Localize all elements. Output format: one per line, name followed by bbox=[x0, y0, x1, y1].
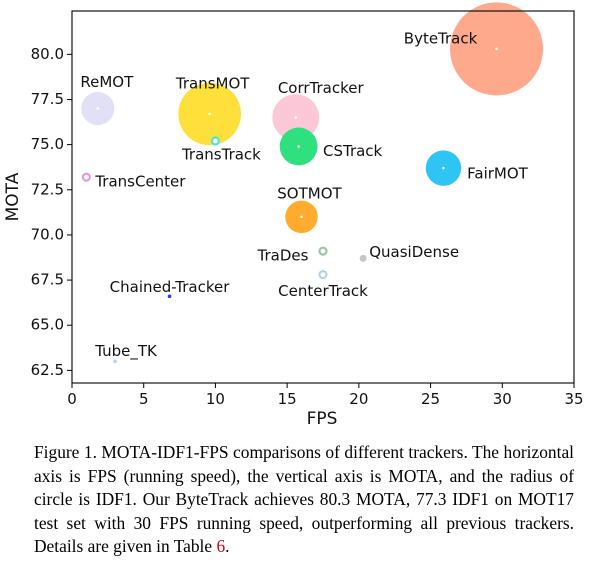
point-corrtracker: CorrTracker bbox=[272, 79, 364, 141]
chart-marks: ByteTrack ReMOT TransMOT CorrTracker TransTr… bbox=[80, 2, 544, 364]
point-label: TransMOT bbox=[175, 74, 250, 92]
point-center-dot bbox=[495, 47, 498, 51]
point-label: FairMOT bbox=[467, 165, 529, 183]
y-tick-label: 70.0 bbox=[31, 225, 64, 243]
y-tick-label: 67.5 bbox=[31, 271, 64, 289]
y-axis-label: MOTA bbox=[3, 172, 23, 221]
y-axis-ticks: 62.5 65.0 67.5 70.0 72.5 75.0 77.5 80.0 bbox=[31, 45, 72, 379]
point-marker bbox=[81, 172, 91, 182]
x-tick-label: 25 bbox=[421, 390, 440, 408]
y-tick-label: 80.0 bbox=[31, 45, 64, 63]
y-tick-label: 72.5 bbox=[31, 180, 64, 198]
point-label: ByteTrack bbox=[404, 29, 478, 47]
point-cstrack: CSTrack bbox=[279, 127, 383, 166]
table-reference-link[interactable]: 6 bbox=[216, 536, 226, 556]
point-tube-tk: Tube_TK bbox=[94, 342, 158, 364]
point-sotmot: SOTMOT bbox=[277, 184, 343, 234]
y-tick-label: 77.5 bbox=[31, 90, 64, 108]
point-center-dot bbox=[297, 145, 300, 148]
point-label: ReMOT bbox=[80, 73, 134, 91]
point-bytetrack: ByteTrack bbox=[404, 2, 544, 96]
point-label: QuasiDense bbox=[369, 243, 459, 261]
x-axis-ticks: 0 5 10 15 20 25 30 35 bbox=[67, 383, 584, 408]
point-label: CorrTracker bbox=[278, 79, 365, 97]
point-center-dot bbox=[208, 112, 211, 116]
x-tick-label: 35 bbox=[564, 390, 583, 408]
x-tick-label: 30 bbox=[493, 390, 512, 408]
point-center-dot bbox=[294, 116, 298, 119]
point-label: TransCenter bbox=[94, 173, 186, 191]
point-quasidense: QuasiDense bbox=[359, 243, 459, 262]
x-tick-label: 5 bbox=[139, 390, 149, 408]
chart-figure: ByteTrack ReMOT TransMOT CorrTracker TransTr… bbox=[3, 2, 584, 429]
point-label: TransTrack bbox=[181, 146, 261, 164]
point-label: TraDes bbox=[257, 247, 309, 265]
point-marker bbox=[359, 254, 367, 262]
point-marker bbox=[113, 359, 117, 364]
y-tick-label: 75.0 bbox=[31, 135, 64, 153]
point-transtrack: TransTrack bbox=[181, 136, 261, 164]
y-tick-label: 62.5 bbox=[31, 361, 64, 379]
point-center-dot bbox=[96, 107, 100, 110]
point-transmot: TransMOT bbox=[175, 74, 250, 146]
point-transcenter: TransCenter bbox=[81, 172, 186, 191]
plot-frame bbox=[71, 10, 575, 384]
point-center-dot bbox=[442, 166, 445, 170]
point-center-dot bbox=[300, 215, 303, 219]
point-label: CenterTrack bbox=[278, 282, 368, 300]
point-label: CSTrack bbox=[323, 142, 383, 160]
point-marker bbox=[318, 246, 328, 256]
point-remot: ReMOT bbox=[80, 73, 134, 126]
point-marker bbox=[318, 270, 328, 280]
x-axis-label: FPS bbox=[307, 409, 338, 429]
figure-caption: Figure 1. MOTA-IDF1-FPS comparisons of d… bbox=[34, 441, 574, 559]
x-tick-label: 10 bbox=[206, 390, 225, 408]
point-marker bbox=[167, 294, 172, 299]
point-label: SOTMOT bbox=[277, 184, 342, 202]
x-tick-label: 20 bbox=[349, 390, 368, 408]
x-tick-label: 15 bbox=[278, 390, 297, 408]
x-tick-label: 0 bbox=[67, 390, 77, 408]
y-tick-label: 65.0 bbox=[31, 316, 64, 334]
point-marker bbox=[210, 136, 221, 146]
point-label: Chained-Tracker bbox=[110, 278, 231, 296]
point-centertrack: CenterTrack bbox=[278, 270, 368, 300]
point-label: Tube_TK bbox=[94, 342, 158, 361]
point-trades: TraDes bbox=[257, 246, 328, 265]
caption-end: . bbox=[225, 536, 230, 556]
point-chained-tracker: Chained-Tracker bbox=[110, 278, 231, 299]
point-fairmot: FairMOT bbox=[425, 150, 529, 186]
caption-text: Figure 1. MOTA-IDF1-FPS comparisons of d… bbox=[34, 442, 574, 556]
